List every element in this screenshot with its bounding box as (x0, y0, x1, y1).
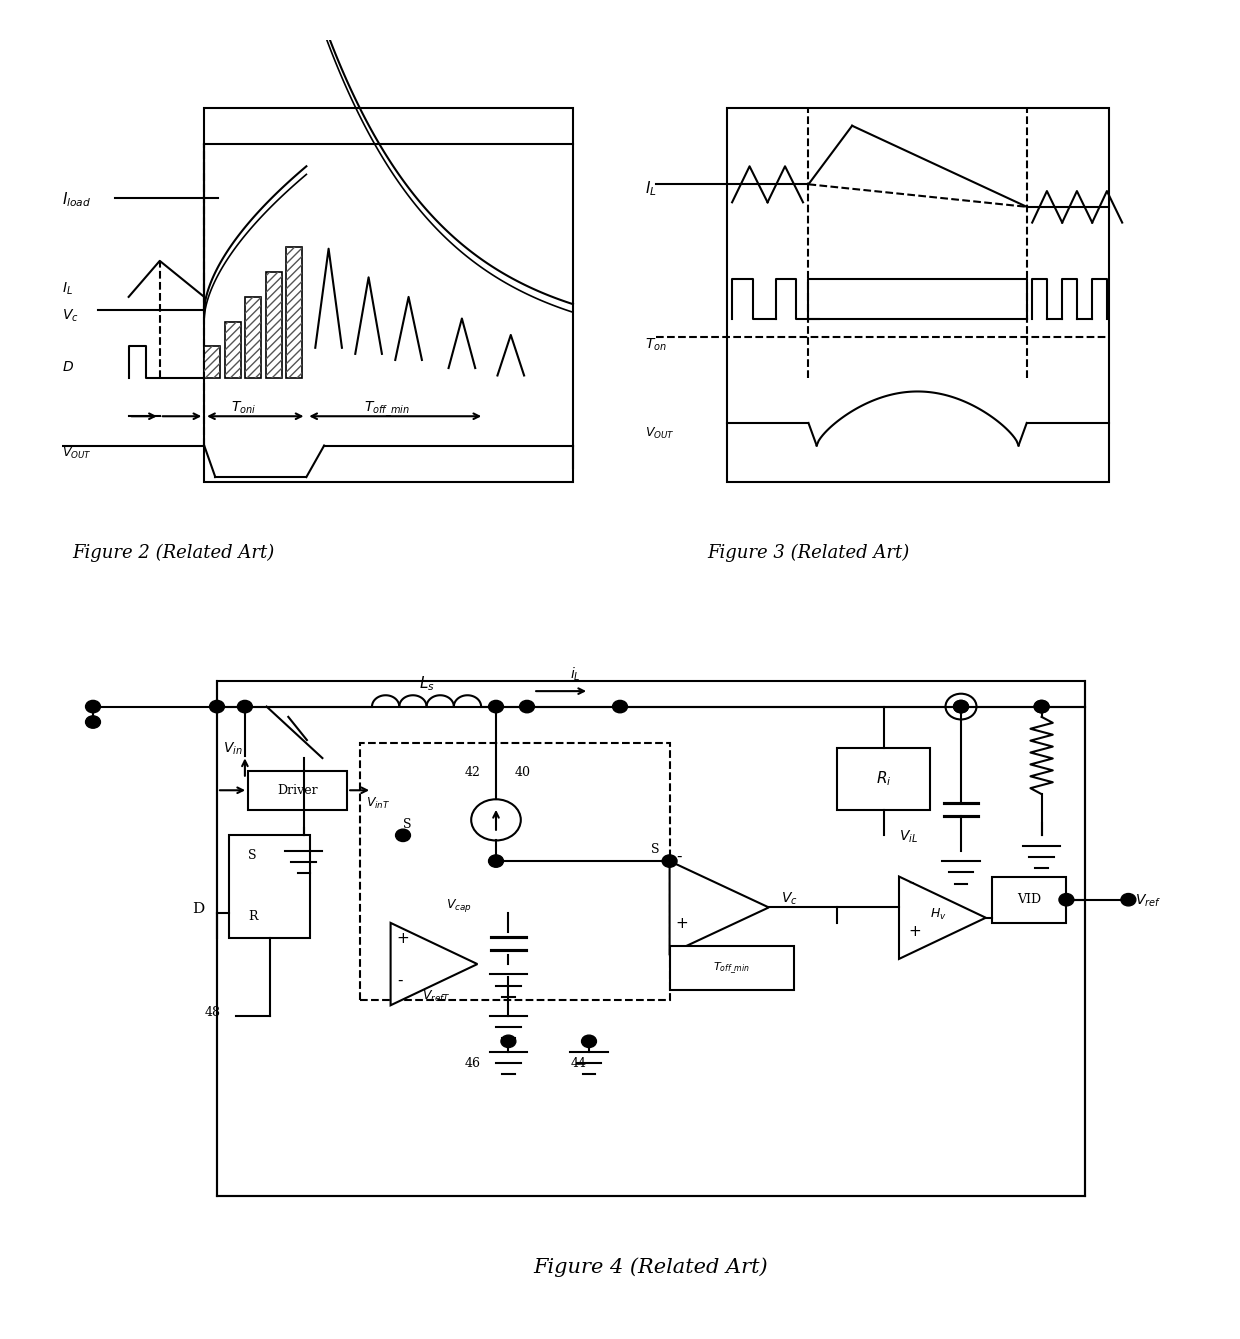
Text: 42: 42 (465, 766, 481, 779)
Text: 46: 46 (465, 1056, 481, 1070)
Circle shape (520, 700, 534, 712)
Polygon shape (670, 861, 769, 953)
Text: $V_{inT}$: $V_{inT}$ (366, 795, 391, 811)
Text: Figure 2 (Related Art): Figure 2 (Related Art) (72, 544, 274, 562)
Text: -: - (676, 849, 681, 864)
Text: $T_{on}$: $T_{on}$ (645, 336, 667, 353)
Text: $D$: $D$ (62, 360, 74, 374)
Bar (837, 747, 930, 810)
Text: 44: 44 (570, 1056, 587, 1070)
Text: $V_{cap}$: $V_{cap}$ (446, 897, 472, 913)
Text: $T_{off\_min}$: $T_{off\_min}$ (365, 399, 410, 419)
Polygon shape (899, 877, 986, 959)
Text: $V_{OUT}$: $V_{OUT}$ (645, 426, 675, 441)
Bar (286, 248, 303, 378)
Text: $i_L$: $i_L$ (570, 665, 582, 683)
Bar (224, 321, 241, 378)
Circle shape (1121, 893, 1136, 907)
Circle shape (210, 700, 224, 712)
Text: $T_{off\_min}$: $T_{off\_min}$ (713, 960, 750, 976)
Bar (360, 743, 670, 1000)
Text: +: + (908, 924, 921, 939)
Text: $H_v$: $H_v$ (930, 907, 946, 921)
Text: $V_{OUT}$: $V_{OUT}$ (62, 446, 92, 461)
Text: $I_{load}$: $I_{load}$ (62, 190, 92, 209)
Circle shape (489, 854, 503, 868)
Text: +: + (397, 932, 409, 947)
Circle shape (582, 1035, 596, 1047)
Circle shape (1034, 700, 1049, 712)
Text: $I_L$: $I_L$ (62, 280, 73, 297)
Bar (265, 272, 281, 378)
Text: S: S (248, 849, 257, 861)
Text: 40: 40 (515, 766, 531, 779)
Bar (205, 107, 573, 482)
Circle shape (471, 799, 521, 841)
Bar (992, 877, 1066, 923)
Circle shape (954, 700, 968, 712)
Text: Figure 4 (Related Art): Figure 4 (Related Art) (533, 1257, 769, 1277)
Text: +: + (676, 916, 688, 931)
Bar (246, 297, 262, 378)
Text: $V_c$: $V_c$ (781, 890, 797, 907)
Bar (265, 272, 281, 378)
Text: $V_c$: $V_c$ (62, 308, 78, 324)
Text: $T_{oni}$: $T_{oni}$ (231, 400, 257, 416)
Circle shape (489, 700, 503, 712)
Text: Driver: Driver (278, 783, 317, 797)
Text: $V_{ref}$: $V_{ref}$ (1135, 893, 1161, 909)
Bar (205, 347, 221, 378)
Text: D: D (192, 901, 205, 916)
Text: $V_{refT}$: $V_{refT}$ (422, 990, 450, 1004)
Circle shape (501, 1035, 516, 1047)
Polygon shape (391, 923, 477, 1006)
Bar (286, 248, 303, 378)
Bar (670, 947, 794, 990)
Text: S: S (403, 818, 412, 830)
Bar (727, 107, 1109, 482)
Circle shape (613, 700, 627, 712)
Bar (246, 297, 262, 378)
Bar (229, 836, 310, 939)
Text: 48: 48 (205, 1006, 221, 1019)
Text: $V_{in}$: $V_{in}$ (223, 740, 243, 758)
Circle shape (954, 700, 968, 712)
Circle shape (396, 829, 410, 841)
Text: Figure 3 (Related Art): Figure 3 (Related Art) (707, 544, 910, 562)
Text: $V_{iL}$: $V_{iL}$ (899, 829, 918, 845)
Text: VID: VID (1017, 893, 1042, 907)
Text: $I_L$: $I_L$ (645, 179, 656, 198)
Circle shape (945, 694, 977, 719)
Circle shape (238, 700, 253, 712)
Text: -: - (397, 972, 402, 988)
Circle shape (86, 716, 100, 728)
Circle shape (1059, 893, 1074, 907)
Bar (248, 771, 347, 810)
Text: $L_s$: $L_s$ (419, 675, 434, 694)
Bar (205, 347, 221, 378)
Bar (217, 680, 1085, 1196)
Circle shape (86, 700, 100, 712)
Circle shape (662, 854, 677, 868)
Circle shape (1034, 700, 1049, 712)
Text: -: - (908, 874, 914, 890)
Text: R: R (248, 911, 258, 924)
Text: $R_i$: $R_i$ (875, 770, 892, 789)
Bar (224, 321, 241, 378)
Text: S: S (651, 844, 660, 857)
